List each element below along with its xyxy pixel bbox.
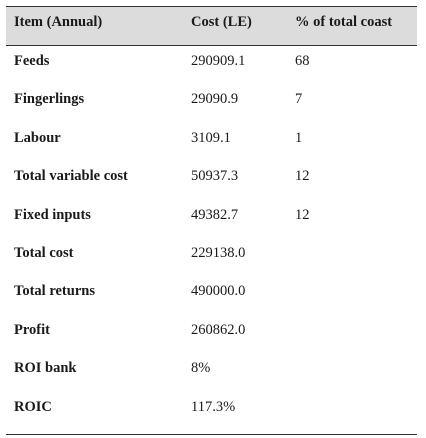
row-item: Labour: [14, 129, 61, 146]
row-cost: 117.3%: [191, 398, 236, 415]
row-item: Fingerlings: [14, 91, 85, 108]
header-cost: Cost (LE): [191, 14, 252, 30]
row-percent: 7: [295, 91, 303, 108]
row-item: Profit: [14, 321, 50, 338]
table-row: Labour 3109.1 1: [6, 123, 417, 161]
row-cost: 260862.0: [191, 321, 246, 338]
table-bottom-rule: [6, 433, 417, 435]
table-row: Total cost 229138.0: [6, 238, 417, 276]
row-item: Total cost: [14, 244, 74, 261]
header-item: Item (Annual): [14, 14, 103, 30]
header-percent: % of total coast: [295, 14, 393, 30]
row-item: Feeds: [14, 53, 50, 69]
table-row: Total returns 490000.0: [6, 276, 417, 314]
row-percent: 1: [295, 129, 303, 146]
cost-table: Item (Annual) Cost (LE) % of total coast…: [6, 6, 417, 435]
row-percent: 12: [295, 206, 310, 223]
row-cost: 290909.1: [191, 53, 246, 69]
row-item: ROI bank: [14, 360, 77, 377]
row-percent: 12: [295, 168, 310, 185]
table-row: Fingerlings 29090.9 7: [6, 84, 417, 122]
row-item: Fixed inputs: [14, 206, 91, 223]
row-cost: 29090.9: [191, 91, 239, 108]
table-row: Feeds 290909.1 68: [6, 46, 417, 84]
row-item: ROIC: [14, 398, 52, 415]
table-row: Total variable cost 50937.3 12: [6, 161, 417, 199]
row-cost: 50937.3: [191, 168, 239, 185]
row-item: Total variable cost: [14, 168, 128, 185]
table-top-rule: [6, 6, 417, 7]
row-cost: 490000.0: [191, 283, 246, 300]
row-percent: 68: [295, 53, 310, 69]
row-cost: 49382.7: [191, 206, 239, 223]
table-row: Profit 260862.0: [6, 315, 417, 353]
table-row: ROIC 117.3%: [6, 392, 417, 430]
table-row: ROI bank 8%: [6, 353, 417, 391]
row-cost: 3109.1: [191, 129, 231, 146]
table-header: Item (Annual) Cost (LE) % of total coast: [6, 7, 417, 46]
table-row: Fixed inputs 49382.7 12: [6, 200, 417, 238]
row-item: Total returns: [14, 283, 95, 300]
row-cost: 8%: [191, 360, 211, 377]
row-cost: 229138.0: [191, 244, 246, 261]
